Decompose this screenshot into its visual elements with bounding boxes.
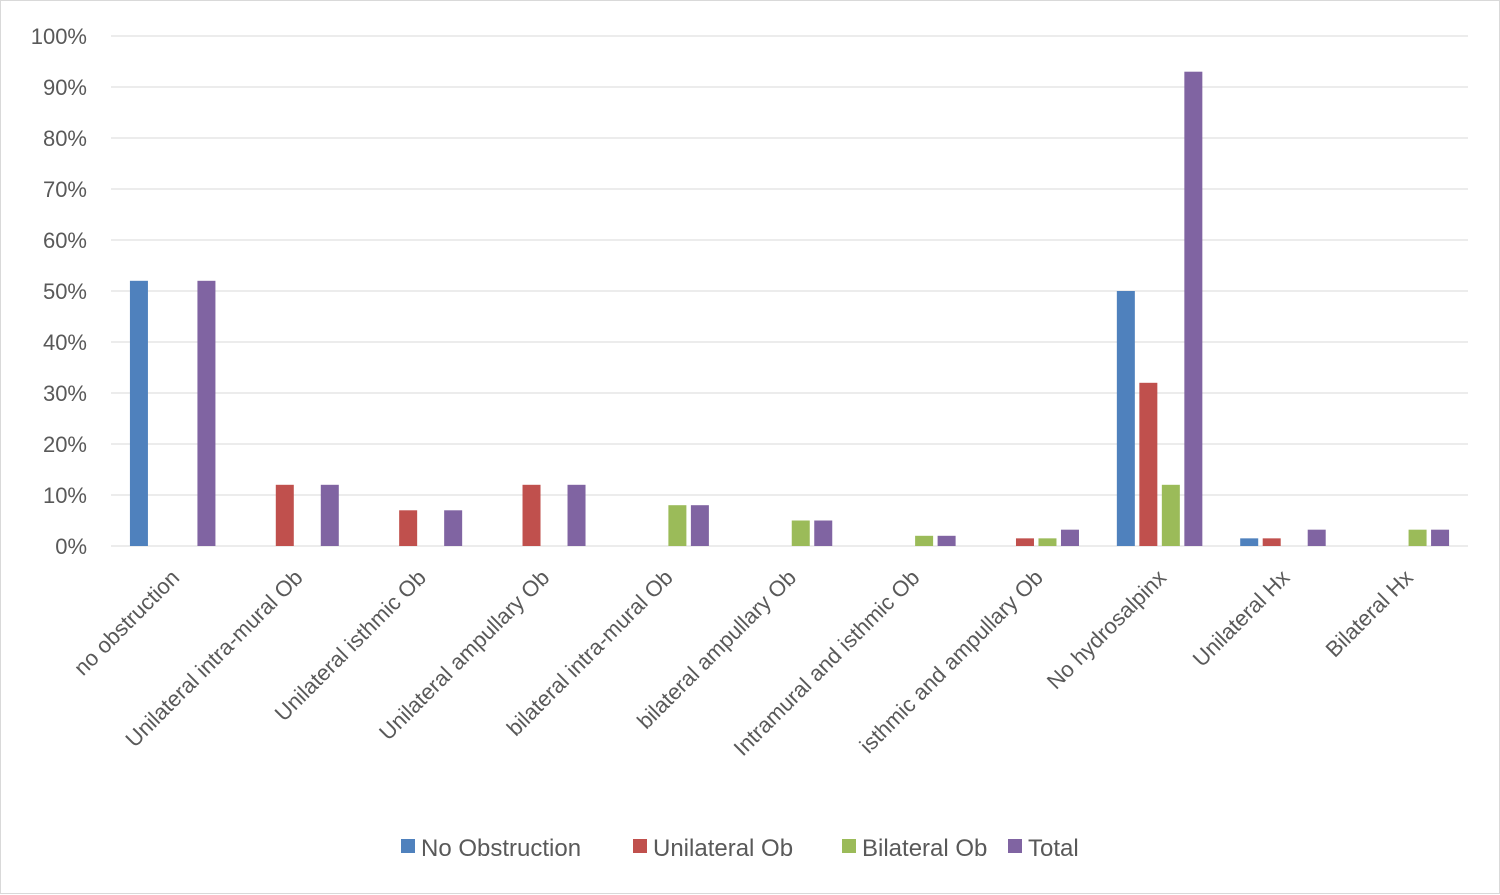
legend-swatch bbox=[1008, 839, 1022, 853]
gridlines bbox=[111, 35, 1468, 547]
x-tick-label: Unilateral Hx bbox=[1188, 565, 1295, 672]
x-tick-label: No hydrosalpinx bbox=[1042, 565, 1171, 694]
legend-swatch bbox=[401, 839, 415, 853]
y-tick-label: 60% bbox=[43, 228, 87, 253]
bar-no-obstruction bbox=[1240, 538, 1259, 546]
bar-total bbox=[690, 505, 709, 546]
x-tick-label: no obstruction bbox=[69, 565, 184, 680]
bar-total bbox=[1184, 71, 1203, 546]
bar-unilateral-ob bbox=[399, 510, 418, 546]
legend-swatch bbox=[842, 839, 856, 853]
bar-bilateral-ob bbox=[791, 520, 810, 546]
legend-label: No Obstruction bbox=[421, 835, 581, 862]
y-tick-label: 90% bbox=[43, 75, 87, 100]
bar-unilateral-ob bbox=[275, 484, 294, 546]
bar-total bbox=[444, 510, 463, 546]
x-tick-label: Bilateral Hx bbox=[1321, 565, 1418, 662]
bar-bilateral-ob bbox=[915, 535, 934, 546]
bar-bilateral-ob bbox=[668, 505, 687, 546]
y-tick-label: 80% bbox=[43, 126, 87, 151]
legend-label: Bilateral Ob bbox=[862, 835, 987, 862]
bar-bilateral-ob bbox=[1038, 538, 1057, 546]
y-tick-label: 50% bbox=[43, 279, 87, 304]
bar-bilateral-ob bbox=[1408, 529, 1427, 546]
bar-total bbox=[1307, 529, 1326, 546]
y-axis-tick-labels: 0% 10% 20% 30% 40% 50% 60% 70% 80% 90% 100% bbox=[31, 24, 87, 559]
y-tick-label: 30% bbox=[43, 381, 87, 406]
y-tick-label: 70% bbox=[43, 177, 87, 202]
bar-total bbox=[1431, 529, 1450, 546]
bar-bilateral-ob bbox=[1161, 484, 1180, 546]
bar-total bbox=[320, 484, 339, 546]
y-tick-label: 0% bbox=[55, 534, 87, 559]
legend-label: Unilateral Ob bbox=[653, 835, 793, 862]
bar-unilateral-ob bbox=[522, 484, 541, 546]
bar-total bbox=[1060, 529, 1079, 546]
bar-no-obstruction bbox=[129, 280, 148, 546]
y-tick-label: 10% bbox=[43, 483, 87, 508]
y-tick-label: 40% bbox=[43, 330, 87, 355]
bar-total bbox=[937, 535, 956, 546]
bar-unilateral-ob bbox=[1139, 382, 1158, 546]
bars bbox=[129, 71, 1450, 546]
bar-unilateral-ob bbox=[1015, 538, 1034, 546]
legend: No Obstruction Unilateral Ob Bilateral Ob T… bbox=[401, 835, 1079, 862]
bar-no-obstruction bbox=[1116, 291, 1135, 546]
legend-label: Total bbox=[1028, 835, 1079, 862]
bar-unilateral-ob bbox=[1262, 538, 1281, 546]
bar-total bbox=[567, 484, 586, 546]
y-tick-label: 20% bbox=[43, 432, 87, 457]
bar-total bbox=[814, 520, 833, 546]
y-tick-label: 100% bbox=[31, 24, 87, 49]
bar-total bbox=[197, 280, 216, 546]
legend-swatch bbox=[633, 839, 647, 853]
